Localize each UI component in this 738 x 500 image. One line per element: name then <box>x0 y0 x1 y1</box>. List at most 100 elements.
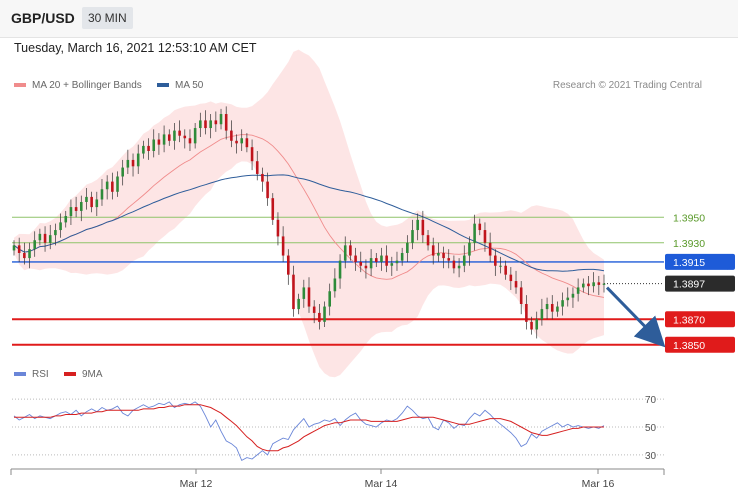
candle-body <box>136 153 140 167</box>
rsi-panel: 70 50 30 <box>12 395 664 462</box>
candle-body <box>193 128 197 144</box>
candle-body <box>525 304 528 322</box>
candle-body <box>323 306 326 322</box>
candle-body <box>535 319 539 330</box>
candle-body <box>74 207 78 211</box>
candle-body <box>79 202 83 211</box>
candle-body <box>131 159 135 167</box>
candle-body <box>514 281 518 288</box>
candle-body <box>483 230 487 243</box>
ma20-label: MA 20 + Bollinger Bands <box>32 80 142 91</box>
bollinger-band-area <box>14 49 604 378</box>
level-tip-1.3915 <box>727 253 735 270</box>
candle-body <box>147 145 150 151</box>
forecast-arrow <box>605 286 666 348</box>
candle-body <box>183 135 187 139</box>
candle-body <box>473 223 476 243</box>
candle-body <box>354 255 357 262</box>
candle-body <box>411 230 414 243</box>
candle-body <box>188 138 192 144</box>
candle-body <box>28 249 31 259</box>
candle-body <box>178 130 181 136</box>
candles <box>12 106 606 339</box>
candle-body <box>571 293 575 298</box>
candle-body <box>292 274 295 310</box>
candle-body <box>369 258 373 269</box>
candle-body <box>43 233 47 243</box>
level-label-1.3850: 1.3850 <box>673 340 705 352</box>
candle-body <box>199 120 202 129</box>
candle-body <box>462 255 466 266</box>
candle-body <box>400 253 404 261</box>
candle-body <box>214 120 218 125</box>
candle-body <box>54 230 57 236</box>
candle-body <box>457 265 461 269</box>
candle-body <box>105 181 109 190</box>
candle-body <box>504 265 507 275</box>
candle-body <box>364 265 368 269</box>
level-label-1.3930: 1.3930 <box>673 238 705 250</box>
rsi-swatch <box>14 372 26 377</box>
candle-body <box>442 253 445 259</box>
candle-body <box>519 287 523 304</box>
candle-body <box>116 176 119 192</box>
x-tick-label-1: Mar 14 <box>365 478 398 490</box>
candle-body <box>592 282 595 287</box>
candle-body <box>255 161 259 174</box>
ma20-swatch <box>14 83 26 88</box>
candle-body <box>385 255 388 266</box>
candle-body <box>224 114 228 131</box>
ma50-line <box>13 174 605 272</box>
candle-body <box>530 321 533 330</box>
ma9-swatch <box>64 372 76 377</box>
candle-body <box>421 219 425 236</box>
candle-body <box>230 130 233 141</box>
candle-body <box>59 222 62 231</box>
candle-body <box>452 260 456 269</box>
candle-body <box>328 291 331 307</box>
candle-body <box>235 140 238 144</box>
candle-body <box>509 274 513 282</box>
candle-body <box>468 242 471 256</box>
level-label-1.3870: 1.3870 <box>673 314 705 326</box>
candle-body <box>587 283 590 287</box>
ma9-label: 9MA <box>82 369 103 380</box>
candle-body <box>576 287 580 294</box>
moving-averages <box>13 134 605 298</box>
candle-body <box>250 147 254 162</box>
x-tick-label-0: Mar 12 <box>180 478 213 490</box>
candle-body <box>38 233 42 241</box>
current-price-label: 1.3897 <box>673 279 705 291</box>
candle-body <box>488 242 492 256</box>
candle-body <box>209 120 212 129</box>
candle-body <box>416 219 419 231</box>
candle-body <box>23 253 26 259</box>
candle-body <box>426 235 430 246</box>
candle-body <box>173 130 176 141</box>
candle-body <box>550 304 554 312</box>
candle-body <box>494 255 497 266</box>
timeframe-button[interactable]: 30 MIN <box>82 7 133 29</box>
candle-body <box>602 283 606 285</box>
candle-body <box>302 287 306 299</box>
candle-body <box>307 287 311 307</box>
candle-body <box>204 120 207 129</box>
candle-body <box>380 255 383 262</box>
rsi-tick-30: 30 <box>645 451 657 462</box>
candle-body <box>597 282 601 285</box>
candle-body <box>126 159 130 168</box>
candle-body <box>431 245 435 256</box>
candle-body <box>395 260 399 264</box>
candle-body <box>556 306 559 312</box>
level-label-1.3950: 1.3950 <box>673 212 705 224</box>
candle-body <box>100 189 104 200</box>
candle-body <box>33 240 36 250</box>
candle-body <box>245 138 249 148</box>
rsi-line <box>13 401 605 462</box>
level-box-1.3850 <box>665 336 735 353</box>
credit-text: Research © 2021 Trading Central <box>552 80 702 91</box>
candle-body <box>85 196 88 202</box>
x-axis: Mar 12 Mar 14 Mar 16 <box>10 468 665 490</box>
candle-body <box>287 255 290 275</box>
candle-body <box>157 139 161 145</box>
